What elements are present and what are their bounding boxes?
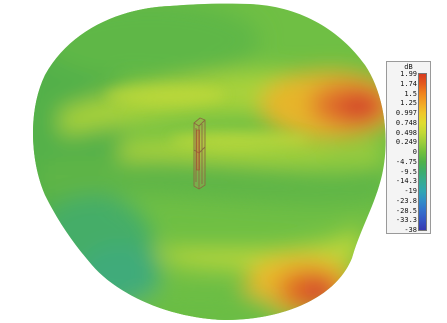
legend-tick-label: 1.74 (400, 79, 417, 88)
legend-unit-label: dB (404, 63, 413, 71)
legend-tick-label: 0.249 (395, 138, 417, 147)
legend-tick-label: 0 (412, 148, 417, 156)
legend-tick-label: -23.8 (395, 196, 417, 205)
legend-tick-label: -9.5 (400, 167, 417, 176)
legend-tick-label: -38 (404, 226, 417, 234)
legend-tick-label: 0.997 (395, 109, 417, 117)
legend-tick-label: 1.5 (404, 89, 417, 98)
color-scale-legend: dB 1.99 1.74 1.5 1.25 0.997 0.748 0.498 0.249 0-… (386, 61, 431, 234)
legend-tick-labels: 1.99 1.74 1.5 1.25 0.997 0.748 0.498 0.249 0 -4.7… (387, 70, 417, 234)
antenna-model (193, 117, 206, 190)
legend-tick-label: -19 (404, 187, 417, 195)
legend-tick-label: 1.25 (400, 99, 417, 108)
legend-tick-label: 0.498 (395, 128, 417, 137)
legend-tick-label: -14.3 (395, 177, 417, 186)
legend-tick-label: -28.5 (395, 206, 417, 215)
legend-tick-label: 0.748 (395, 118, 417, 127)
legend-color-bar (418, 73, 427, 231)
legend-tick-label: -33.3 (395, 216, 417, 225)
legend-tick-label: 1.99 (400, 70, 417, 78)
legend-tick-label: -4.75 (395, 157, 417, 166)
